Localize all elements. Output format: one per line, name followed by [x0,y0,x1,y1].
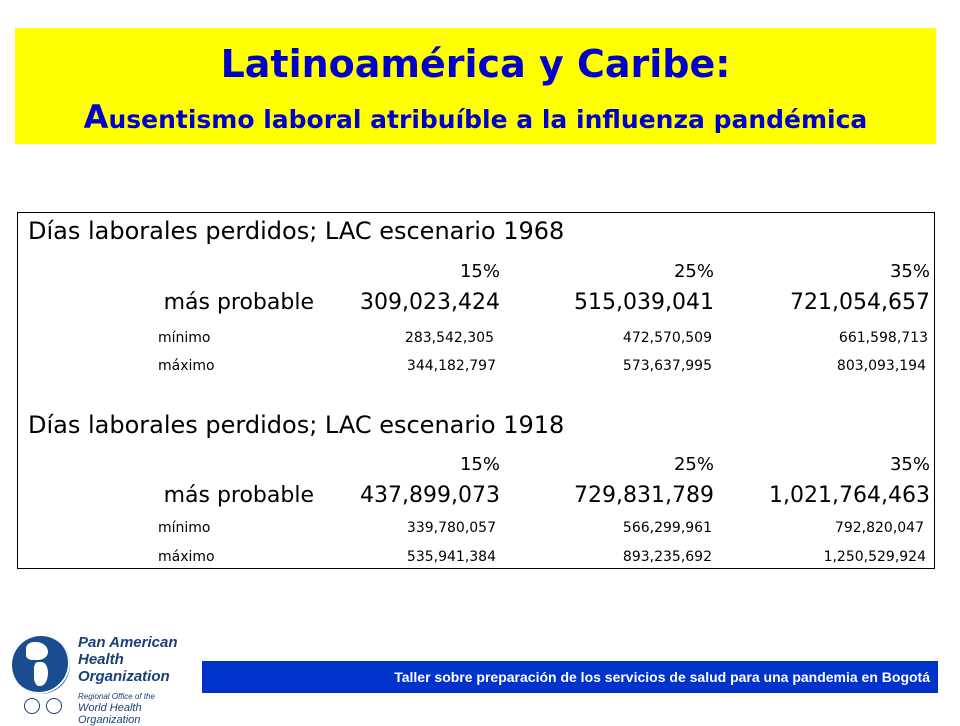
footer-text: Taller sobre preparación de los servicio… [394,669,930,685]
row-label: más probable [163,290,314,315]
table-cell: 472,570,509 [622,330,712,346]
pct-header: 25% [673,261,714,282]
data-table: Días laborales perdidos; LAC escenario 1… [17,212,935,569]
section-heading-1918: Días laborales perdidos; LAC escenario 1… [28,411,565,439]
table-cell: 792,820,047 [834,520,924,536]
table-cell: 803,093,194 [836,358,926,374]
pct-header: 35% [889,454,930,475]
org-name: Pan American Health Organization [78,634,178,685]
table-cell: 535,941,384 [406,549,496,565]
table-cell: 309,023,424 [360,290,500,315]
pct-header: 15% [459,454,500,475]
org-name-line: Organization [78,668,170,685]
table-cell: 661,598,713 [838,330,928,346]
paho-logo: Pan American Health Organization Regiona… [12,632,192,726]
table-cell: 515,039,041 [574,290,714,315]
section-heading-1968: Días laborales perdidos; LAC escenario 1… [28,217,565,245]
pct-header: 15% [459,261,500,282]
table-cell: 344,182,797 [406,358,496,374]
table-cell: 1,021,764,463 [769,483,930,508]
table-cell: 729,831,789 [574,483,714,508]
slide-title: Latinoamérica y Caribe: [220,42,731,86]
table-cell: 437,899,073 [360,483,500,508]
table-cell: 893,235,692 [622,549,712,565]
title-banner: Latinoamérica y Caribe: Ausentismo labor… [15,28,936,144]
row-label: máximo [158,549,215,565]
table-cell: 283,542,305 [404,330,494,346]
row-label: máximo [158,358,215,374]
table-cell: 566,299,961 [622,520,712,536]
footer-bar: Taller sobre preparación de los servicio… [202,661,938,693]
table-cell: 1,250,529,924 [823,549,926,565]
org-name-line: Health [78,651,124,668]
pct-header: 25% [673,454,714,475]
who-line: World Health Organization [78,702,142,726]
subtitle-rest: usentismo laboral atribuíble a la influe… [108,105,868,134]
regional-line: Regional Office of the [78,692,155,701]
row-label: más probable [163,483,314,508]
table-cell: 573,637,995 [622,358,712,374]
regional-office-text: Regional Office of the World Health Orga… [78,692,192,726]
who-emblem-icon [46,698,62,714]
row-label: mínimo [158,330,211,346]
row-label: mínimo [158,520,211,536]
paho-globe-icon [12,636,70,694]
table-cell: 721,054,657 [790,290,930,315]
subtitle-initial: A [83,98,109,136]
paho-emblem-icon [24,698,40,714]
pct-header: 35% [889,261,930,282]
table-cell: 339,780,057 [406,520,496,536]
slide-subtitle: Ausentismo laboral atribuíble a la influ… [15,98,936,136]
org-name-line: Pan American [78,634,178,651]
